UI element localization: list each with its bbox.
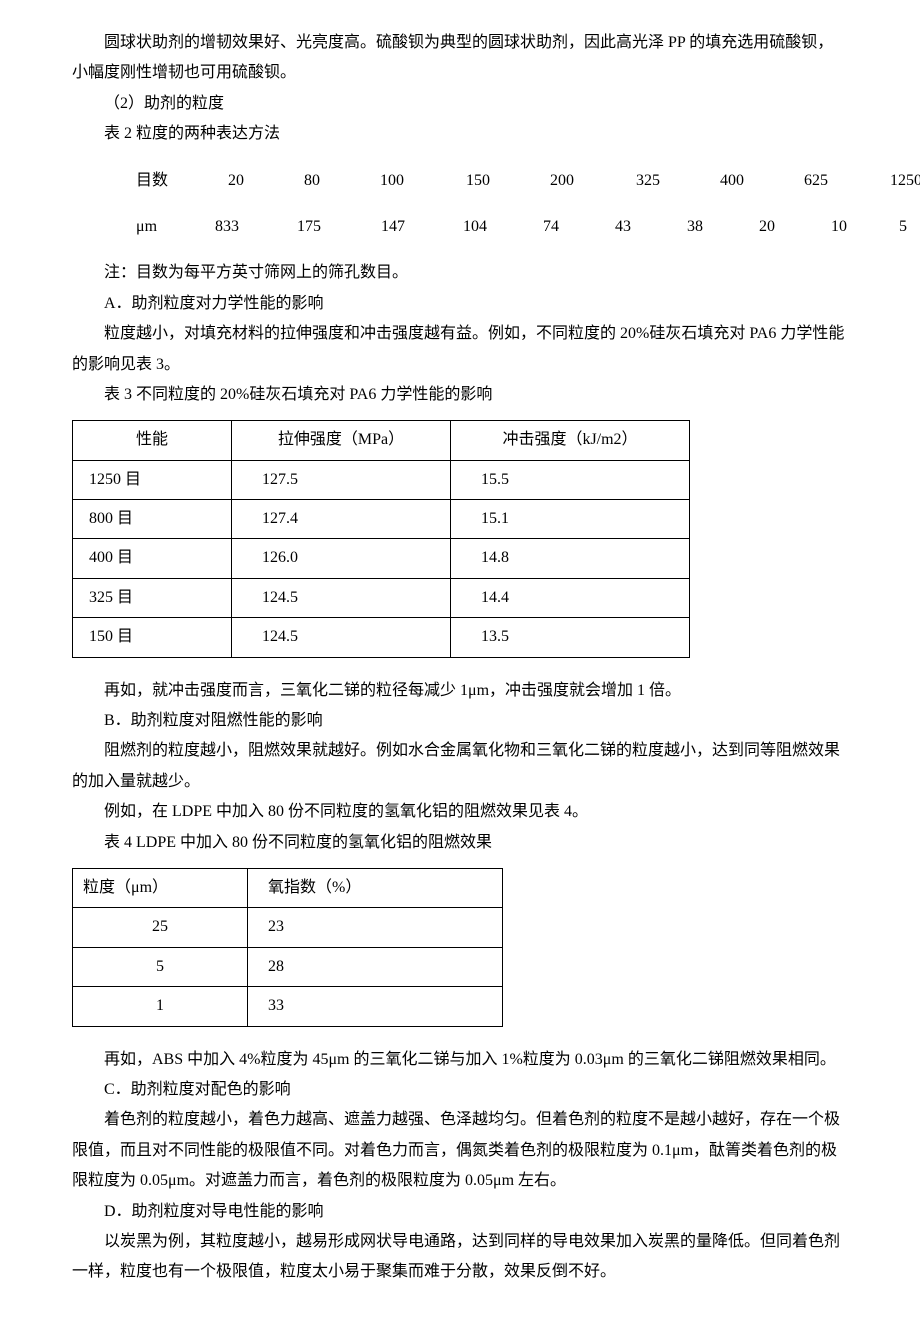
paragraph: 再如，就冲击强度而言，三氧化二锑的粒径每减少 1μm，冲击强度就会增加 1 倍。 [72,676,848,706]
table2-mesh-row: 目数20801001502003254006251250250012500 [72,166,848,196]
table2-caption: 表 2 粒度的两种表达方法 [72,119,848,149]
table-cell: 400 目 [73,539,232,578]
table-cell: 28 [248,947,503,986]
row-value: 74 [511,212,559,242]
row-label: 目数 [104,166,168,196]
table-cell: 15.5 [451,460,690,499]
paragraph: （2）助剂的粒度 [72,89,848,119]
table-cell: 126.0 [232,539,451,578]
row-value: 20 [727,212,775,242]
table-cell: 14.8 [451,539,690,578]
table-cell: 127.5 [232,460,451,499]
row-value: 10 [799,212,847,242]
row-value: 104 [431,212,487,242]
row-value: 43 [583,212,631,242]
table-row: 528 [73,947,503,986]
table-header: 氧指数（%） [248,868,503,907]
table-cell: 15.1 [451,500,690,539]
section-heading: C．助剂粒度对配色的影响 [72,1075,848,1105]
table-cell: 1 [73,987,248,1026]
section-heading: A．助剂粒度对力学性能的影响 [72,289,848,319]
row-value: 38 [655,212,703,242]
table-cell: 800 目 [73,500,232,539]
row-value: 200 [518,166,574,196]
paragraph: 例如，在 LDPE 中加入 80 份不同粒度的氢氧化铝的阻燃效果见表 4。 [72,797,848,827]
table-cell: 1250 目 [73,460,232,499]
row-value: 147 [349,212,405,242]
table-cell: 25 [73,908,248,947]
section-heading: D．助剂粒度对导电性能的影响 [72,1197,848,1227]
row-value: 625 [772,166,828,196]
table-header: 冲击强度（kJ/m2） [451,421,690,460]
row-value: 80 [272,166,320,196]
table4: 粒度（μm）氧指数（%）2523528133 [72,868,503,1027]
table-cell: 124.5 [232,578,451,617]
table-header: 性能 [73,421,232,460]
row-value: 400 [688,166,744,196]
table4-caption: 表 4 LDPE 中加入 80 份不同粒度的氢氧化铝的阻燃效果 [72,828,848,858]
table-row: 400 目126.014.8 [73,539,690,578]
table-cell: 124.5 [232,618,451,657]
row-value: 325 [604,166,660,196]
table-cell: 23 [248,908,503,947]
row-value: 833 [183,212,239,242]
paragraph: 阻燃剂的粒度越小，阻燃效果就越好。例如水合金属氧化物和三氧化二锑的粒度越小，达到… [72,736,848,797]
paragraph: 圆球状助剂的增韧效果好、光亮度高。硫酸钡为典型的圆球状助剂，因此高光泽 PP 的… [72,28,848,89]
table-cell: 13.5 [451,618,690,657]
table-row: 150 目124.513.5 [73,618,690,657]
section-heading: B．助剂粒度对阻燃性能的影响 [72,706,848,736]
table-cell: 33 [248,987,503,1026]
table-cell: 127.4 [232,500,451,539]
table-header: 拉伸强度（MPa） [232,421,451,460]
document-page: 圆球状助剂的增韧效果好、光亮度高。硫酸钡为典型的圆球状助剂，因此高光泽 PP 的… [0,0,920,1328]
row-value: 20 [196,166,244,196]
row-value: 100 [348,166,404,196]
row-label: μm [104,212,157,242]
row-value: 150 [434,166,490,196]
paragraph: 粒度越小，对填充材料的拉伸强度和冲击强度越有益。例如，不同粒度的 20%硅灰石填… [72,319,848,380]
table3: 性能拉伸强度（MPa）冲击强度（kJ/m2）1250 目127.515.5800… [72,420,690,657]
table2-um-row: μm833175147104744338201051 [72,212,848,242]
paragraph: 再如，ABS 中加入 4%粒度为 45μm 的三氧化二锑与加入 1%粒度为 0.… [72,1045,848,1075]
table-row: 325 目124.514.4 [73,578,690,617]
table-row: 2523 [73,908,503,947]
table-cell: 325 目 [73,578,232,617]
table-header: 粒度（μm） [73,868,248,907]
table-row: 800 目127.415.1 [73,500,690,539]
row-value: 1250 [858,166,920,196]
table-cell: 5 [73,947,248,986]
table2-note: 注：目数为每平方英寸筛网上的筛孔数目。 [72,258,848,288]
paragraph: 着色剂的粒度越小，着色力越高、遮盖力越强、色泽越均匀。但着色剂的粒度不是越小越好… [72,1105,848,1196]
table-row: 133 [73,987,503,1026]
table3-caption: 表 3 不同粒度的 20%硅灰石填充对 PA6 力学性能的影响 [72,380,848,410]
table-cell: 14.4 [451,578,690,617]
row-value: 5 [867,212,907,242]
table-row: 1250 目127.515.5 [73,460,690,499]
row-value: 175 [265,212,321,242]
paragraph: 以炭黑为例，其粒度越小，越易形成网状导电通路，达到同样的导电效果加入炭黑的量降低… [72,1227,848,1288]
table-cell: 150 目 [73,618,232,657]
